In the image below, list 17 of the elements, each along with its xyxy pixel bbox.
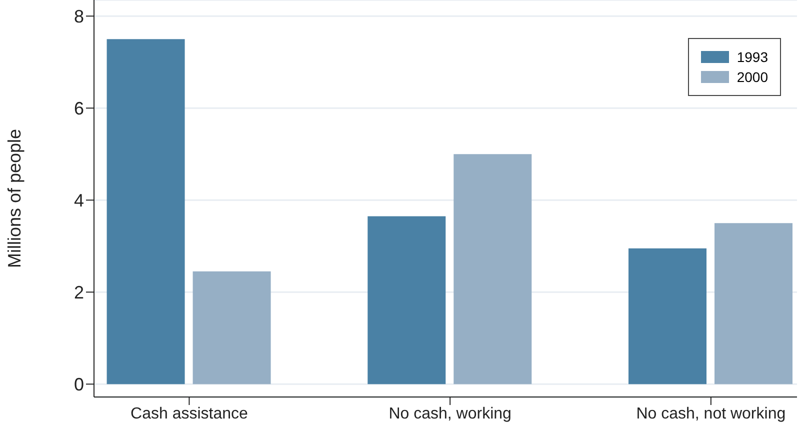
x-tick-label: No cash, working — [388, 405, 512, 422]
y-tick-label: 8 — [74, 6, 84, 26]
y-tick-label: 0 — [74, 374, 84, 395]
y-axis-title: Millions of people — [4, 128, 24, 268]
bar — [628, 248, 706, 384]
y-tick-label: 4 — [74, 190, 84, 210]
y-tick-label: 2 — [74, 282, 84, 303]
bar — [714, 223, 792, 384]
bar — [106, 39, 185, 384]
x-tick-label: Cash assistance — [130, 405, 248, 422]
x-tick-label: No cash, not working — [636, 405, 786, 422]
y-tick-label: 6 — [74, 98, 84, 118]
legend-label: 1993 — [736, 49, 768, 65]
legend-label: 2000 — [736, 69, 768, 85]
bar — [192, 271, 271, 384]
bar — [368, 216, 446, 384]
bar — [454, 154, 532, 384]
